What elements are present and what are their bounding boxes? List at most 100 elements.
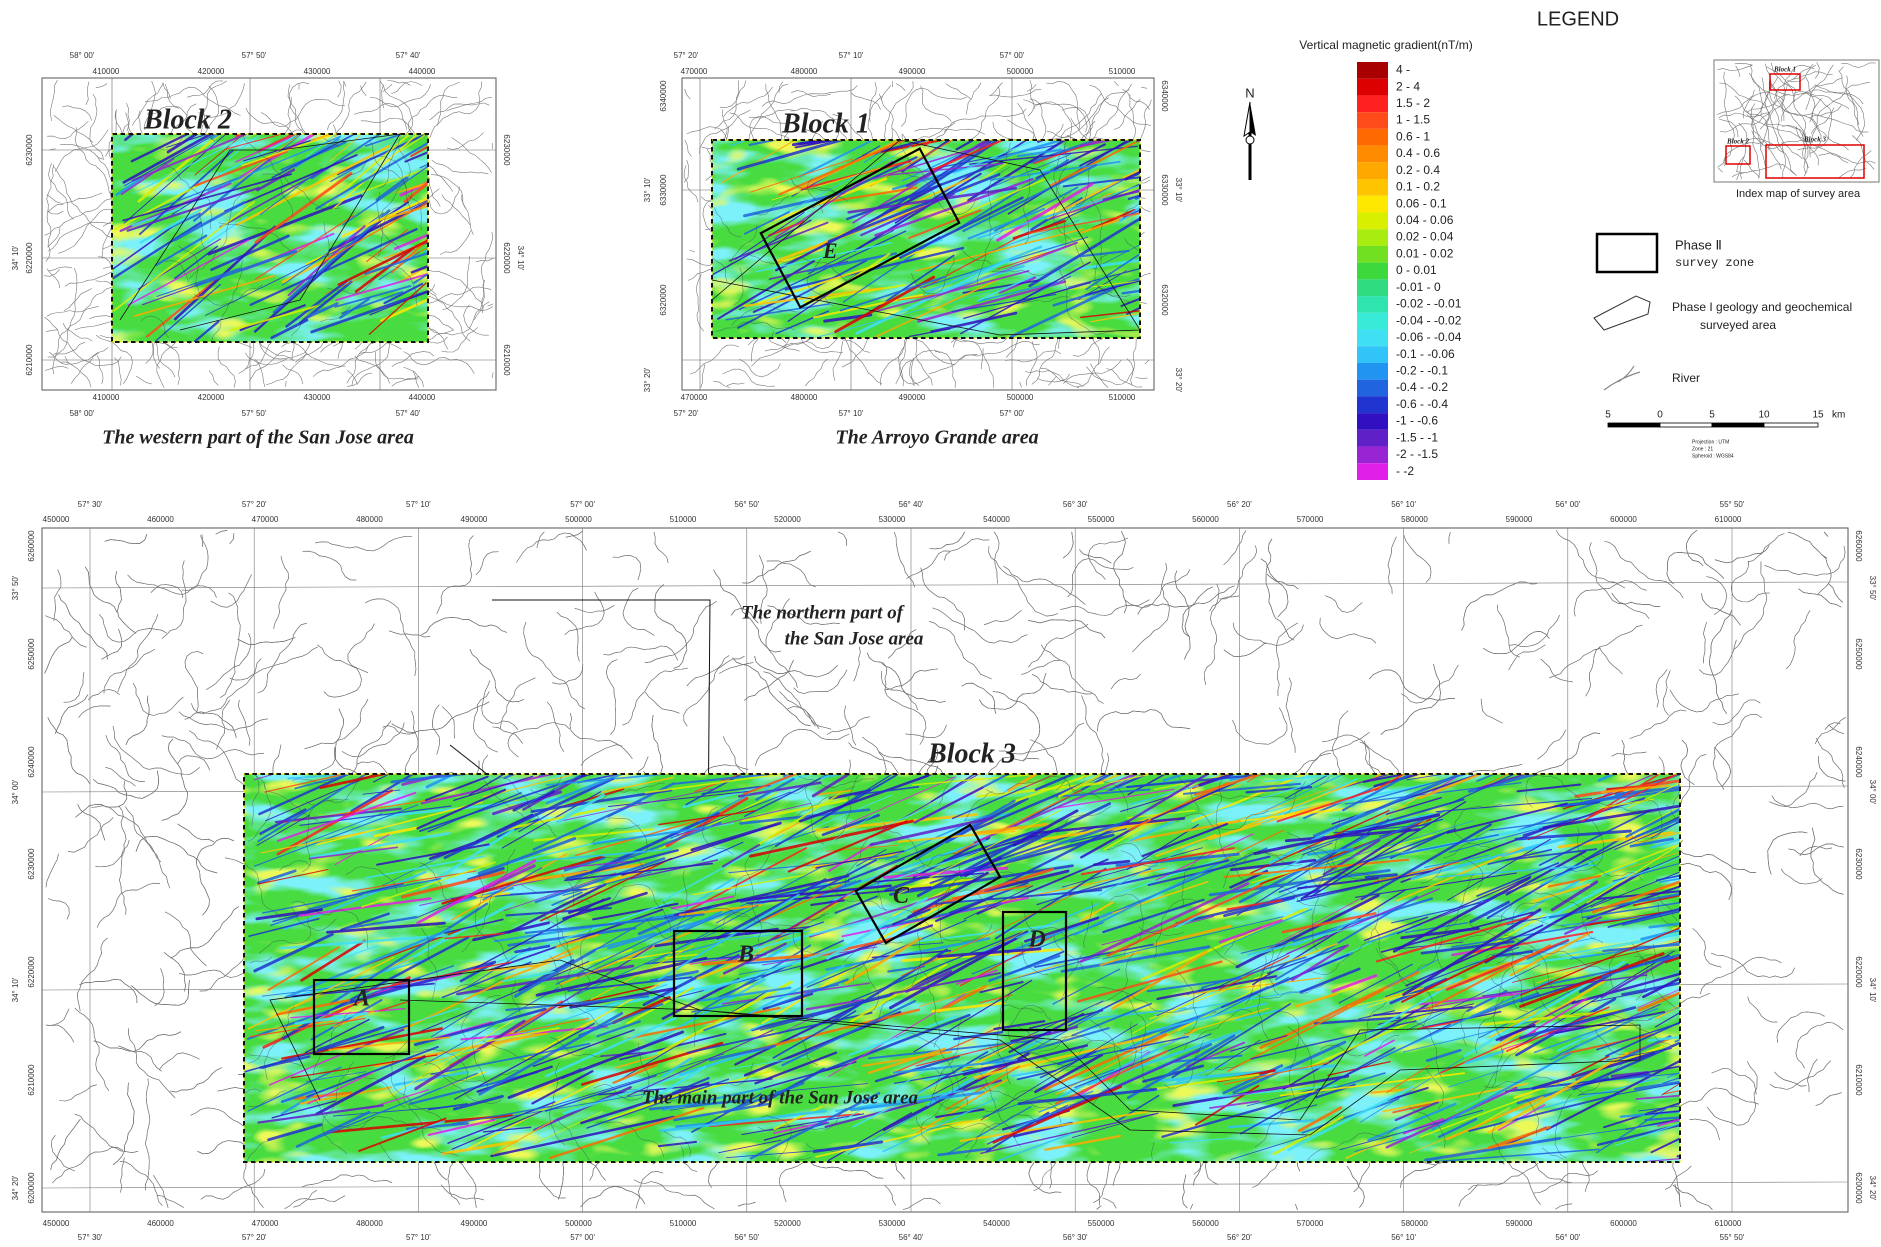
easting-label: 500000 xyxy=(565,515,592,524)
easting-label: 580000 xyxy=(1401,515,1428,524)
longitude-label: 56° 40' xyxy=(899,500,924,509)
legend-class-label: 4 - xyxy=(1396,63,1410,77)
legend-class-label: 0.4 - 0.6 xyxy=(1396,146,1440,160)
legend-swatch xyxy=(1357,363,1388,380)
survey-map-sheet: 4100004100004200004200004300004300004400… xyxy=(0,0,1881,1247)
legend-swatch xyxy=(1357,112,1388,129)
legend-swatch xyxy=(1357,79,1388,96)
easting-label: 600000 xyxy=(1610,515,1637,524)
longitude-label: 56° 10' xyxy=(1391,500,1416,509)
scale-bar-label: 5 xyxy=(1709,410,1715,421)
easting-label: 490000 xyxy=(899,393,926,402)
river-symbol xyxy=(1604,366,1640,390)
latitude-label: 33° 50' xyxy=(11,575,20,600)
easting-label: 470000 xyxy=(681,67,708,76)
easting-label: 460000 xyxy=(147,1219,174,1228)
zone-label: D xyxy=(1027,927,1045,953)
legend-swatch xyxy=(1357,212,1388,229)
easting-label: 510000 xyxy=(670,1219,697,1228)
phase2-label: survey zone xyxy=(1675,256,1754,270)
northing-label: 6210000 xyxy=(25,344,34,376)
latitude-label: 33° 10' xyxy=(1174,178,1183,203)
easting-label: 530000 xyxy=(879,1219,906,1228)
northing-label: 6210000 xyxy=(1854,1064,1863,1096)
easting-label: 520000 xyxy=(774,515,801,524)
phase1-symbol xyxy=(1594,296,1650,330)
legend-swatch xyxy=(1357,95,1388,112)
latitude-label: 34° 10' xyxy=(516,246,525,271)
northing-label: 6210000 xyxy=(27,1064,36,1096)
index-block-label: Block 3 xyxy=(1803,136,1826,144)
legend-scale-title: Vertical magnetic gradient(nT/m) xyxy=(1299,38,1472,52)
area-note: The main part of the San Jose area xyxy=(642,1087,919,1108)
northing-label: 6200000 xyxy=(27,1172,36,1204)
northing-label: 6210000 xyxy=(502,344,511,376)
northing-label: 6260000 xyxy=(27,530,36,562)
latitude-label: 34° 10' xyxy=(11,245,20,270)
legend-class-label: -0.04 - -0.02 xyxy=(1396,313,1462,327)
phase2-label: Phase Ⅱ xyxy=(1675,237,1722,252)
easting-label: 470000 xyxy=(252,1219,279,1228)
legend-swatch xyxy=(1357,246,1388,263)
easting-label: 480000 xyxy=(356,1219,383,1228)
northing-label: 6330000 xyxy=(1160,174,1169,206)
area-note: the San Jose area xyxy=(785,628,924,649)
longitude-label: 57° 10' xyxy=(406,500,431,509)
scale-bar-label: 5 xyxy=(1605,410,1611,421)
legend-swatch xyxy=(1357,263,1388,280)
northing-label: 6340000 xyxy=(659,80,668,112)
longitude-label: 57° 10' xyxy=(406,1233,431,1242)
scale-bar-label: 15 xyxy=(1812,410,1824,421)
longitude-label: 57° 40' xyxy=(396,51,421,60)
longitude-label: 57° 10' xyxy=(839,51,864,60)
north-label: N xyxy=(1245,85,1254,100)
index-map-caption: Index map of survey area xyxy=(1736,188,1861,200)
easting-label: 590000 xyxy=(1506,515,1533,524)
legend-class-label: 0.1 - 0.2 xyxy=(1396,180,1440,194)
legend-class-label: -0.02 - -0.01 xyxy=(1396,297,1462,311)
easting-label: 570000 xyxy=(1297,1219,1324,1228)
easting-label: 530000 xyxy=(879,515,906,524)
legend-swatch xyxy=(1357,146,1388,163)
scale-bar xyxy=(1660,423,1712,427)
legend-swatch xyxy=(1357,430,1388,447)
scale-bar xyxy=(1764,423,1818,427)
legend-class-label: 2 - 4 xyxy=(1396,79,1420,93)
northing-label: 6320000 xyxy=(1160,284,1169,316)
longitude-label: 56° 50' xyxy=(734,1233,759,1242)
legend-class-label: -0.2 - -0.1 xyxy=(1396,363,1448,377)
latitude-label: 33° 20' xyxy=(643,367,652,392)
longitude-label: 56° 20' xyxy=(1227,1233,1252,1242)
longitude-label: 57° 00' xyxy=(1000,51,1025,60)
gradient-lineament xyxy=(1136,139,1283,199)
north-arrow xyxy=(1250,102,1256,136)
northing-label: 6220000 xyxy=(502,242,511,274)
latitude-label: 34° 00' xyxy=(1868,780,1877,805)
map-caption: The western part of the San Jose area xyxy=(102,427,414,449)
legend-swatch xyxy=(1357,396,1388,413)
easting-label: 440000 xyxy=(409,393,436,402)
northing-label: 6220000 xyxy=(27,956,36,988)
projection-note: Spheroid : WGS84 xyxy=(1692,453,1734,459)
latitude-label: 34° 00' xyxy=(11,779,20,804)
legend-swatch xyxy=(1357,179,1388,196)
longitude-label: 57° 20' xyxy=(674,409,699,418)
legend-class-label: 0.06 - 0.1 xyxy=(1396,196,1447,210)
legend-class-label: 1.5 - 2 xyxy=(1396,96,1430,110)
longitude-label: 55° 50' xyxy=(1720,500,1745,509)
longitude-label: 57° 20' xyxy=(674,51,699,60)
legend-swatch xyxy=(1357,279,1388,296)
longitude-label: 57° 30' xyxy=(78,1233,103,1242)
easting-label: 560000 xyxy=(1192,515,1219,524)
easting-label: 430000 xyxy=(304,393,331,402)
zone-label: E xyxy=(822,238,838,263)
legend-class-label: -0.1 - -0.06 xyxy=(1396,347,1455,361)
northing-label: 6200000 xyxy=(1854,1172,1863,1204)
easting-label: 440000 xyxy=(409,67,436,76)
easting-label: 490000 xyxy=(461,1219,488,1228)
easting-label: 500000 xyxy=(1007,393,1034,402)
longitude-label: 57° 00' xyxy=(570,1233,595,1242)
scale-bar-label: 0 xyxy=(1657,410,1663,421)
northing-label: 6250000 xyxy=(1854,638,1863,670)
block-label: Block 3 xyxy=(927,738,1016,769)
